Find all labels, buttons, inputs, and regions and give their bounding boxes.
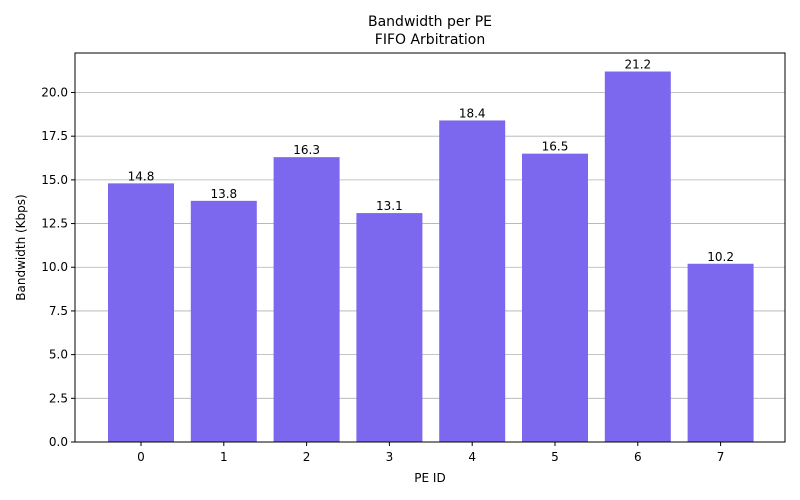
bar-pe-2 [273,157,340,442]
bar-pe-3 [356,213,423,442]
y-tick-label: 10.0 [41,260,68,274]
y-tick-label: 2.5 [49,391,68,405]
x-tick-label: 2 [303,450,311,464]
y-gridlines [75,92,785,443]
x-tick-label: 6 [634,450,642,464]
y-tick-label: 17.5 [41,129,68,143]
bar-value-label: 14.8 [128,169,155,183]
x-tick-label: 3 [386,450,394,464]
bar-pe-6 [604,71,671,443]
bar-pe-5 [522,153,588,442]
chart-subtitle: FIFO Arbitration [375,32,485,48]
bar-value-label: 13.8 [210,187,237,201]
bar-value-label: 16.3 [293,143,320,157]
bar-value-labels: 14.8 13.8 16.3 13.1 18.4 16.5 21.2 10.2 [128,58,734,264]
y-tick-label: 5.0 [49,348,68,362]
bar-pe-7 [687,263,754,442]
x-tick-label: 5 [551,450,559,464]
y-tick-label: 15.0 [41,173,68,187]
x-tick-label: 0 [137,450,145,464]
y-tick-label: 12.5 [41,217,68,231]
bar-value-label: 13.1 [376,199,403,213]
bar-value-label: 10.2 [707,250,734,264]
x-axis-label: PE ID [414,471,445,485]
y-tick-label: 7.5 [49,304,68,318]
plot-frame [74,52,786,443]
x-axis-ticks: 0 1 2 3 4 5 6 7 [137,442,724,464]
chart-title: Bandwidth per PE [368,14,492,30]
y-axis-label: Bandwidth (Kbps) [14,194,28,300]
x-tick-label: 7 [717,450,725,464]
x-tick-label: 1 [220,450,228,464]
x-tick-label: 4 [468,450,476,464]
bar-value-label: 16.5 [542,140,569,154]
bars [108,71,754,443]
y-axis-ticks: 0.0 2.5 5.0 7.5 10.0 12.5 15.0 17.5 20.0 [41,85,75,449]
bar-pe-1 [190,200,257,442]
bar-value-label: 21.2 [624,58,651,72]
bar-pe-0 [108,183,174,443]
y-tick-label: 0.0 [49,435,68,449]
bar-value-label: 18.4 [459,106,486,120]
chart-title-group: Bandwidth per PE FIFO Arbitration [368,14,492,48]
bar-pe-4 [439,120,506,443]
y-tick-label: 20.0 [41,85,68,99]
